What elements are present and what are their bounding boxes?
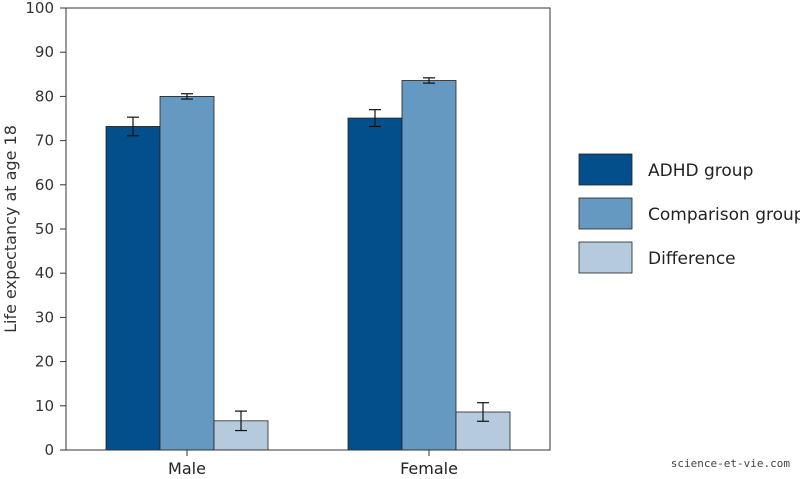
error-bars	[127, 77, 489, 432]
error-bar	[477, 402, 489, 422]
y-tick-label: 30	[35, 308, 54, 326]
y-tick-label: 90	[35, 43, 54, 61]
bar	[347, 117, 403, 451]
y-tick-label: 10	[35, 397, 54, 415]
legend-label: Difference	[648, 249, 736, 269]
y-tick-label: 40	[35, 264, 54, 282]
error-bar	[369, 109, 381, 128]
x-tick-label: Male	[168, 459, 206, 478]
error-bar	[181, 93, 193, 100]
y-tick-label: 50	[35, 220, 54, 238]
legend: ADHD group Comparison group Difference	[578, 153, 800, 274]
bar	[159, 96, 215, 451]
y-tick-label: 100	[25, 0, 54, 17]
error-bar	[235, 410, 247, 432]
bars	[105, 80, 511, 451]
legend-swatch	[578, 197, 633, 230]
y-axis: 0 10 20 30 40 50 60 70 80 90 100	[25, 0, 66, 459]
legend-swatch	[578, 241, 633, 274]
y-tick-label: 0	[44, 441, 54, 459]
legend-item: Difference	[578, 241, 736, 274]
bar	[105, 126, 161, 451]
legend-item: ADHD group	[578, 153, 753, 186]
y-tick-label: 70	[35, 132, 54, 150]
y-tick-label: 60	[35, 176, 54, 194]
y-tick-label: 80	[35, 87, 54, 105]
x-axis: Male Female	[168, 450, 458, 478]
error-bar	[127, 116, 139, 137]
x-tick-label: Female	[400, 459, 458, 478]
watermark: science-et-vie.com	[670, 457, 790, 470]
legend-item: Comparison group	[578, 197, 800, 230]
plot-frame	[65, 7, 551, 451]
legend-label: Comparison group	[648, 205, 800, 225]
bar	[401, 80, 457, 451]
y-axis-label: Life expectancy at age 18	[1, 125, 20, 333]
y-tick-label: 20	[35, 353, 54, 371]
legend-swatch	[578, 153, 633, 186]
legend-label: ADHD group	[648, 161, 753, 181]
error-bar	[423, 77, 435, 84]
